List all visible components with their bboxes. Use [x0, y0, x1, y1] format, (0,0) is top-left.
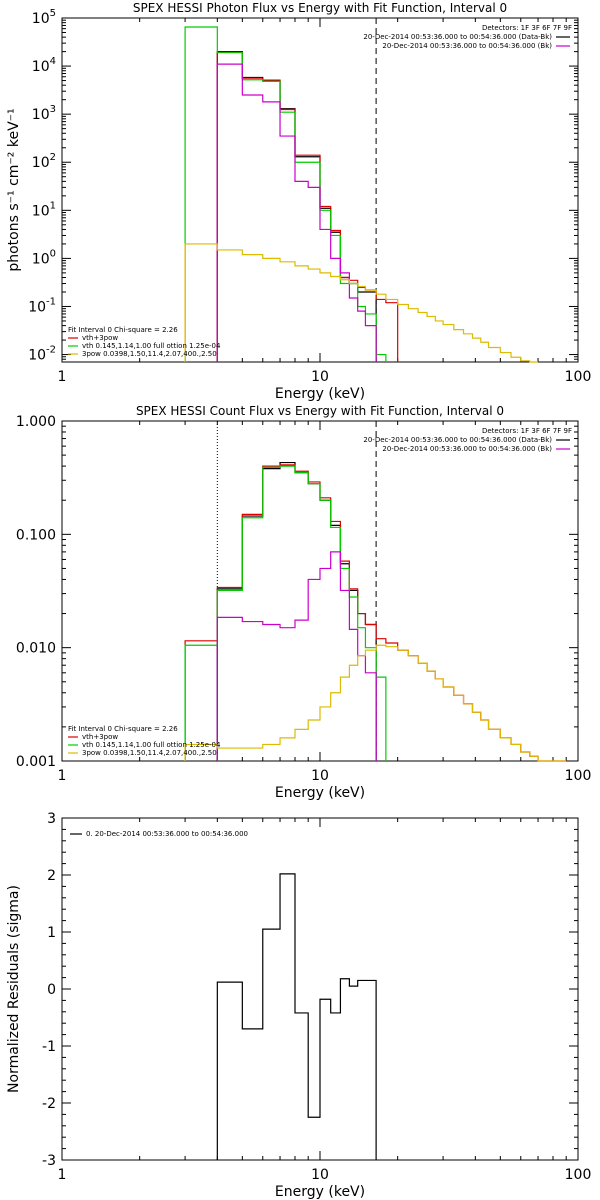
series-line: [184, 465, 387, 761]
x-tick-label: 10: [311, 369, 329, 385]
y-tick-label: 103: [32, 104, 56, 123]
y-tick-label: 1: [47, 925, 56, 941]
chart-panel-2: SPEX HESSI Count Flux vs Energy with Fit…: [16, 404, 591, 801]
series-line: [216, 873, 377, 1160]
y-axis-label: Normalized Residuals (sigma): [6, 885, 22, 1093]
series-line: [184, 243, 539, 363]
y-axis: 3 2 1 0 -1 -2 -3 Normalized Residuals (sigma): [6, 811, 578, 1169]
fit-legend: Fit Interval 0 Chi-square = 2.26vth+3pow…: [68, 725, 221, 757]
legend-entry-label: 20-Dec-2014 00:53:36.000 to 00:54:36.000…: [382, 445, 552, 453]
y-tick-label: 102: [32, 152, 56, 171]
y-tick-label: 104: [32, 56, 56, 75]
x-axis-label: Energy (keV): [275, 386, 365, 402]
series-line: [216, 51, 377, 362]
fit-legend-label: vth+3pow: [82, 733, 118, 741]
legend-entry-label: 20-Dec-2014 00:53:36.000 to 00:54:36.000…: [363, 33, 552, 41]
legend-entry-label: 20-Dec-2014 00:53:36.000 to 00:54:36.000…: [363, 436, 552, 444]
y-tick-label: 0.001: [16, 754, 56, 770]
legend: 0. 20-Dec-2014 00:53:36.000 to 00:54:36.…: [70, 830, 248, 838]
y-tick-label: -1: [42, 1039, 56, 1055]
chart-title: SPEX HESSI Photon Flux vs Energy with Fi…: [133, 1, 507, 15]
series-line: [216, 461, 377, 761]
x-axis: 1 10 100 Energy (keV): [58, 818, 592, 1200]
chart-title: SPEX HESSI Count Flux vs Energy with Fit…: [136, 404, 504, 418]
fit-legend-label: vth 0.145,1.14,1.00 full ottion 1.25e-04: [82, 741, 221, 749]
x-tick-label: 100: [565, 369, 592, 385]
y-tick-label: 2: [47, 868, 56, 884]
legend-title: Detectors: 1F 3F 6F 7F 9F: [482, 24, 572, 32]
x-tick-label: 1: [58, 369, 67, 385]
y-tick-label: 0: [47, 982, 56, 998]
series-line: [216, 551, 377, 761]
y-tick-label: 10-1: [28, 296, 56, 315]
series-line: [216, 51, 399, 362]
y-axis-label: photons s⁻¹ cm⁻² keV⁻¹: [6, 108, 22, 271]
x-tick-label: 10: [311, 1167, 329, 1183]
x-axis: 1 10 100 Energy (keV): [58, 421, 592, 801]
fit-legend-label: 3pow 0.0398,1.50,11.4,2.07,400.,2.50: [82, 350, 217, 358]
series-group: [184, 26, 539, 363]
x-tick-label: 100: [565, 768, 592, 784]
y-tick-label: -3: [42, 1153, 56, 1169]
x-tick-label: 1: [58, 1167, 67, 1183]
x-tick-label: 10: [311, 768, 329, 784]
series-line: [184, 26, 387, 362]
x-axis: 1 10 100 Energy (keV): [58, 18, 592, 402]
fit-legend-header: Fit Interval 0 Chi-square = 2.26: [68, 725, 178, 733]
legend-title: Detectors: 1F 3F 6F 7F 9F: [482, 427, 572, 435]
y-tick-label: 105: [32, 8, 56, 27]
y-tick-label: 101: [32, 200, 56, 219]
x-tick-label: 1: [58, 768, 67, 784]
fit-legend-label: vth+3pow: [82, 334, 118, 342]
x-axis-label: Energy (keV): [275, 1184, 365, 1200]
y-tick-label: 100: [32, 248, 56, 267]
legend-entry-label: 20-Dec-2014 00:53:36.000 to 00:54:36.000…: [382, 42, 552, 50]
fit-legend-label: vth 0.145,1.14,1.00 full ottion 1.25e-04: [82, 342, 221, 350]
y-axis: 1.000 0.100 0.010 0.001: [16, 414, 578, 770]
series-group: [184, 461, 567, 762]
y-axis: 105 104 103 102 101 100 10-1 10-2 photons s⁻¹ cm…: [6, 8, 578, 364]
series-line: [184, 644, 567, 762]
fit-legend-label: 3pow 0.0398,1.50,11.4,2.07,400.,2.50: [82, 749, 217, 757]
y-tick-label: 0.100: [16, 527, 56, 543]
chart-panel-1: SPEX HESSI Photon Flux vs Energy with Fi…: [6, 1, 591, 402]
fit-legend-header: Fit Interval 0 Chi-square = 2.26: [68, 326, 178, 334]
series-group: [216, 873, 377, 1160]
legend-entry-label: 0. 20-Dec-2014 00:53:36.000 to 00:54:36.…: [86, 830, 248, 838]
x-axis-label: Energy (keV): [275, 785, 365, 801]
y-tick-label: 3: [47, 811, 56, 827]
fit-legend: Fit Interval 0 Chi-square = 2.26vth+3pow…: [68, 326, 221, 358]
y-tick-label: -2: [42, 1096, 56, 1112]
y-tick-label: 0.010: [16, 641, 56, 657]
y-tick-label: 10-2: [28, 345, 56, 364]
x-tick-label: 100: [565, 1167, 592, 1183]
y-tick-label: 1.000: [16, 414, 56, 430]
series-line: [216, 63, 377, 362]
